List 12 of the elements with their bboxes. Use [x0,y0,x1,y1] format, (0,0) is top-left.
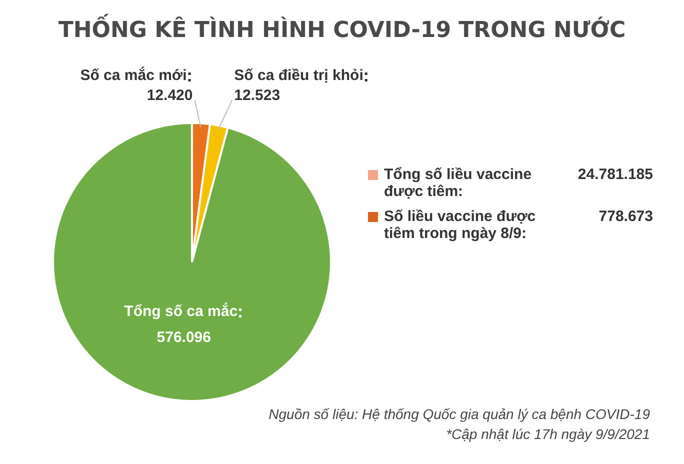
text: 24.781.185 [578,166,653,183]
slice-label: Tổng số ca mắc [124,302,238,320]
data-label: 12.523 [234,87,280,104]
data-label: 576.096 [156,329,211,346]
text: 778.673 [598,208,653,225]
text: Nguồn số liệu: Hệ thống Quốc gia quản lý ca bệnh COVID-19 [268,405,650,424]
text: *Cập nhật lúc 17h ngày 9/9/2021 [445,425,650,444]
text: Tổng số liều vaccine được tiêm: [384,166,533,200]
data-label: 12.420 [146,87,193,104]
slice-label: Số ca điều trị khỏi [234,67,364,84]
slice-label: Số ca mắc mới [80,66,187,84]
text: Số liều vaccine được tiêm trong ngày 8/9: [384,208,537,242]
